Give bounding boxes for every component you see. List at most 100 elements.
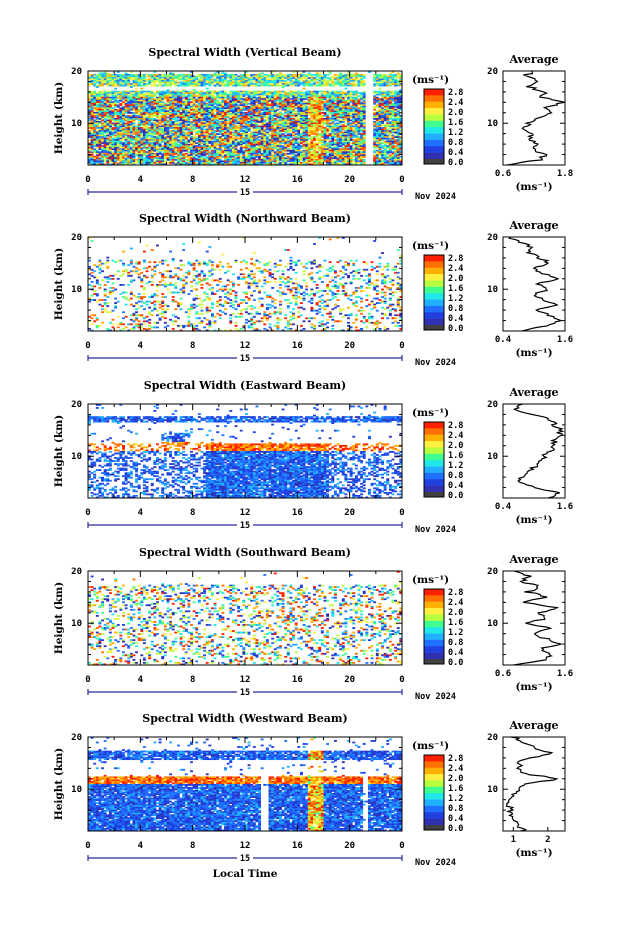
heatmap-cell: [116, 95, 120, 98]
heatmap-cell: [239, 98, 243, 101]
heatmap-cell: [90, 93, 94, 96]
heatmap-cell: [234, 93, 238, 96]
heatmap-cell: [132, 102, 136, 105]
heatmap-cell: [276, 92, 280, 95]
heatmap-cell: [328, 78, 332, 81]
heatmap-cell: [197, 84, 201, 87]
heatmap-cell: [119, 92, 123, 95]
heatmap-cell: [116, 74, 120, 76]
heatmap-cell: [224, 78, 227, 81]
heatmap-cell: [182, 93, 186, 96]
heatmap-cell: [360, 130, 364, 132]
heatmap-cell: [289, 84, 293, 87]
heatmap-cell: [347, 84, 350, 87]
heatmap-cell: [192, 92, 196, 95]
heatmap-cell: [119, 81, 123, 84]
heatmap-cell: [396, 104, 400, 107]
heatmap-cell: [349, 96, 353, 99]
heatmap-cell: [396, 95, 400, 98]
heatmap-cell: [255, 80, 259, 82]
heatmap-cell: [195, 78, 199, 81]
heatmap-cell: [187, 99, 191, 102]
heatmap-cell: [103, 77, 107, 79]
heatmap-cell: [122, 92, 125, 95]
heatmap-cell: [297, 96, 301, 99]
heatmap-cell: [137, 78, 141, 81]
heatmap-cell: [268, 95, 272, 98]
heatmap-cell: [310, 74, 314, 76]
heatmap-cell: [313, 80, 316, 82]
heatmap-cell: [171, 93, 175, 96]
heatmap-cell: [352, 101, 356, 104]
heatmap-cell: [135, 98, 139, 101]
heatmap-cell: [129, 96, 133, 99]
heatmap-cell: [302, 92, 306, 95]
heatmap-cell: [156, 116, 159, 119]
heatmap-cell: [297, 80, 301, 82]
heatmap-cell: [90, 99, 94, 102]
heatmap-cell: [289, 74, 293, 76]
heatmap-cell: [174, 83, 178, 85]
heatmap-cell: [258, 96, 261, 99]
heatmap-cell: [399, 96, 403, 99]
heatmap-cell: [124, 119, 128, 122]
heatmap-cell: [255, 83, 259, 85]
heatmap-cell: [221, 80, 225, 82]
heatmap-cell: [352, 83, 356, 85]
heatmap-cell: [163, 92, 167, 95]
heatmap-cell: [192, 80, 196, 82]
heatmap-cell: [166, 90, 170, 93]
heatmap-cell: [320, 78, 324, 81]
heatmap-cell: [124, 98, 128, 101]
heatmap-cell: [145, 78, 149, 81]
heatmap-cell: [302, 77, 306, 79]
heatmap-cell: [216, 102, 220, 105]
heatmap-cell: [132, 98, 136, 101]
heatmap-cell: [101, 104, 104, 107]
heatmap-cell: [161, 93, 165, 96]
heatmap-cell: [98, 95, 102, 98]
heatmap-cell: [354, 84, 358, 87]
heatmap-cell: [357, 133, 361, 135]
heatmap-cell: [263, 81, 267, 84]
heatmap-cell: [127, 104, 131, 107]
heatmap-cell: [124, 80, 128, 82]
heatmap-cell: [174, 80, 178, 82]
heatmap-cell: [145, 96, 149, 99]
heatmap-cell: [208, 75, 212, 78]
heatmap-cell: [331, 78, 335, 81]
heatmap-cell: [347, 71, 350, 73]
heatmap-cell: [176, 101, 180, 104]
heatmap-cell: [247, 130, 251, 132]
heatmap-cell: [386, 96, 390, 99]
heatmap-cell: [88, 105, 91, 108]
heatmap-cell: [339, 90, 343, 93]
heatmap-cell: [192, 89, 196, 92]
heatmap-cell: [197, 96, 201, 99]
heatmap-cell: [260, 92, 264, 95]
heatmap-cell: [237, 96, 241, 99]
heatmap-cell: [252, 84, 256, 87]
heatmap-cell: [231, 99, 235, 102]
heatmap-cell: [98, 122, 102, 125]
heatmap-cell: [320, 92, 324, 95]
heatmap-cell: [93, 78, 97, 81]
heatmap-cell: [347, 78, 350, 81]
heatmap-cell: [339, 77, 343, 79]
heatmap-cell: [145, 99, 149, 102]
heatmap-cell: [145, 92, 149, 95]
heatmap-cell: [242, 80, 246, 82]
heatmap-cell: [114, 90, 118, 93]
heatmap-cell: [357, 78, 361, 81]
heatmap-cell: [119, 80, 123, 82]
heatmap-cell: [388, 99, 392, 102]
heatmap-cell: [386, 78, 390, 81]
heatmap-cell: [114, 74, 118, 76]
heatmap-cell: [320, 99, 324, 102]
heatmap-cell: [373, 75, 377, 78]
heatmap-cell: [179, 98, 183, 101]
heatmap-cell: [331, 143, 335, 146]
heatmap-cell: [349, 119, 353, 122]
heatmap-cell: [88, 104, 91, 107]
heatmap-cell: [98, 96, 102, 99]
